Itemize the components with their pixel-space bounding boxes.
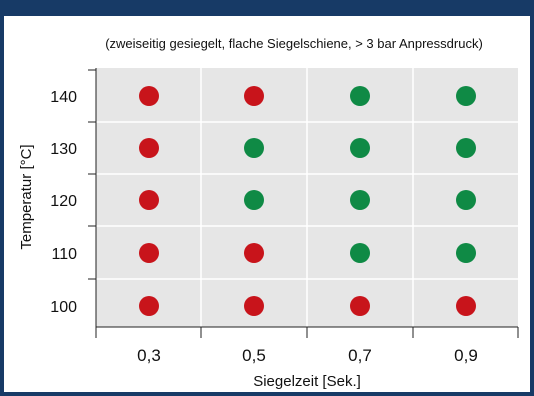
y-tick-label: 130: [50, 141, 77, 158]
scatter-chart: (zweiseitig gesiegelt, flache Siegelschi…: [18, 36, 519, 390]
data-point-red: [139, 296, 159, 316]
y-tick-labels: 140 130 120 110 100: [50, 89, 77, 316]
x-tick-label: 0,7: [348, 346, 372, 365]
grid-lines: [96, 68, 518, 327]
data-point-red: [244, 296, 264, 316]
x-axis-label: Siegelzeit [Sek.]: [253, 373, 361, 390]
data-point-green: [244, 190, 264, 210]
data-point-green: [350, 190, 370, 210]
data-point-red: [244, 243, 264, 263]
data-point-green: [350, 243, 370, 263]
data-point-green: [350, 138, 370, 158]
data-point-green: [456, 190, 476, 210]
data-point-green: [244, 138, 264, 158]
y-axis-label: Temperatur [°C]: [18, 144, 35, 249]
x-tick-label: 0,9: [454, 346, 478, 365]
data-point-green: [456, 138, 476, 158]
data-point-green: [456, 243, 476, 263]
x-tick-labels: 0,3 0,5 0,7 0,9: [137, 346, 478, 365]
y-tick-label: 110: [51, 246, 77, 263]
data-point-red: [244, 86, 264, 106]
data-point-red: [456, 296, 476, 316]
header-bar: [4, 0, 530, 16]
data-point-red: [139, 190, 159, 210]
y-tick-label: 140: [50, 89, 77, 106]
data-point-red: [139, 86, 159, 106]
data-point-green: [350, 86, 370, 106]
x-tick-label: 0,3: [137, 346, 161, 365]
data-point-green: [456, 86, 476, 106]
axes: [88, 68, 519, 338]
y-tick-label: 120: [50, 193, 77, 210]
data-point-red: [350, 296, 370, 316]
data-point-red: [139, 243, 159, 263]
data-points: [139, 86, 476, 316]
chart-subtitle: (zweiseitig gesiegelt, flache Siegelschi…: [105, 36, 483, 51]
y-tick-label: 100: [50, 299, 77, 316]
x-tick-label: 0,5: [242, 346, 266, 365]
data-point-red: [139, 138, 159, 158]
